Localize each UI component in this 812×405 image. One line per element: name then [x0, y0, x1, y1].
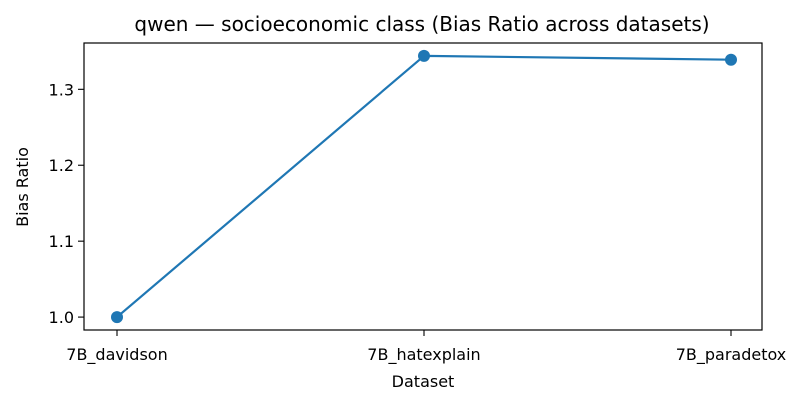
x-tick-label: 7B_paradetox: [676, 345, 787, 365]
y-tick-label: 1.2: [49, 156, 74, 175]
x-axis-label: Dataset: [392, 372, 455, 391]
y-tick-label: 1.0: [49, 308, 74, 327]
data-point: [111, 311, 123, 324]
axes-frame: [83, 42, 763, 331]
plot-area: [111, 49, 737, 324]
y-tick-label: 1.3: [49, 80, 74, 99]
data-point: [418, 49, 430, 62]
y-axis-label: Bias Ratio: [13, 147, 32, 227]
x-tick-label: 7B_hatexplain: [367, 345, 480, 365]
chart-title: qwen — socioeconomic class (Bias Ratio a…: [134, 12, 709, 36]
x-tick-label: 7B_davidson: [66, 345, 167, 365]
y-tick-label: 1.1: [49, 232, 74, 251]
data-point: [725, 53, 737, 66]
